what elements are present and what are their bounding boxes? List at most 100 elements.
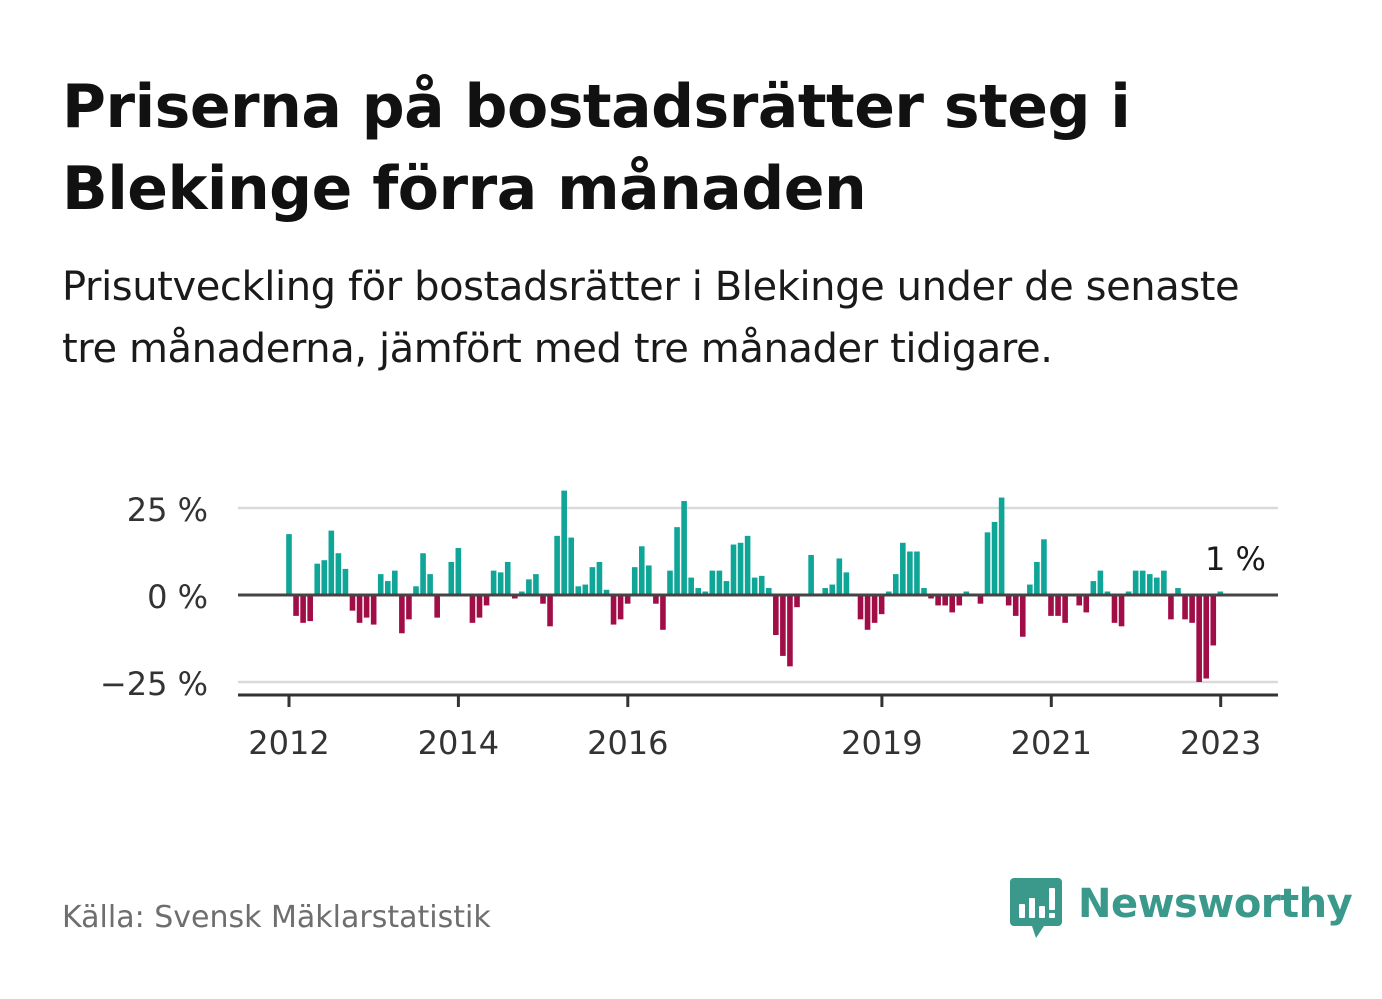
bar: [1217, 591, 1224, 595]
bar: [511, 595, 518, 599]
bar: [392, 570, 398, 595]
bar: [667, 570, 673, 595]
bar: [1139, 570, 1146, 595]
bar: [1196, 595, 1202, 682]
bar: [434, 595, 440, 618]
bar: [610, 595, 617, 625]
bar: [377, 574, 384, 595]
bar: [857, 595, 864, 620]
bar: [871, 595, 878, 623]
bar: [942, 595, 948, 606]
bar: [540, 595, 546, 604]
bar: [702, 591, 709, 595]
bar: [300, 595, 306, 623]
bar: [504, 561, 511, 595]
bar: [293, 595, 299, 616]
bar: [787, 595, 793, 667]
bar: [1012, 595, 1019, 616]
latest-value-label: 1 %: [1205, 540, 1266, 578]
bar: [723, 581, 730, 595]
bar: [963, 591, 970, 595]
bar: [1182, 595, 1188, 620]
bar: [1097, 570, 1104, 595]
bar: [370, 595, 377, 625]
bar: [843, 572, 850, 595]
bar: [554, 535, 560, 595]
bar: [342, 568, 349, 595]
bar: [935, 595, 941, 606]
bar: [949, 595, 956, 613]
chart-title: Priserna på bostadsrätter steg i Bleking…: [62, 72, 1131, 224]
bar: [646, 565, 652, 595]
bar: [1111, 595, 1118, 623]
bar: [864, 595, 871, 630]
bar: [420, 553, 426, 595]
bar: [1118, 595, 1125, 627]
bar: [533, 574, 539, 595]
bar: [688, 577, 694, 595]
x-tick-label: 2012: [248, 724, 329, 762]
bar: [582, 584, 589, 595]
bar: [921, 588, 927, 595]
bar: [1034, 561, 1040, 595]
bar: [892, 574, 899, 595]
bar: [1104, 591, 1111, 595]
bar: [977, 595, 984, 604]
bar: [709, 570, 716, 595]
bar: [716, 570, 723, 595]
bar: [286, 534, 292, 595]
gridlines: [238, 506, 1278, 684]
bar: [547, 595, 553, 627]
x-tick-label: 2016: [587, 724, 668, 762]
bar: [624, 595, 631, 604]
bar: [526, 579, 532, 595]
chart-subtitle: Prisutveckling för bostadsrätter i Bleki…: [62, 264, 1240, 372]
x-tick-label: 2021: [1011, 724, 1092, 762]
bar: [1027, 584, 1033, 595]
bar: [984, 532, 991, 595]
bar: [695, 588, 702, 595]
bar: [878, 595, 885, 615]
brand-name: Newsworthy: [1078, 881, 1353, 927]
bar: [907, 551, 913, 595]
bar: [413, 586, 419, 595]
x-axis: [238, 693, 1278, 707]
bar: [758, 575, 765, 595]
bar: [1041, 539, 1047, 595]
bar: [991, 521, 998, 595]
bar: [1132, 570, 1139, 595]
bar: [1154, 577, 1160, 595]
bar: [356, 595, 363, 623]
bar: [335, 553, 342, 595]
bar: [660, 595, 666, 630]
bar: [363, 595, 370, 618]
x-tick-label: 2014: [418, 724, 499, 762]
bar: [321, 560, 328, 595]
bar: [737, 542, 744, 595]
bar: [349, 595, 356, 611]
bar: [1083, 595, 1090, 613]
bar: [829, 584, 836, 595]
bar: [730, 544, 737, 595]
bar: [561, 490, 567, 595]
bar: [497, 572, 504, 595]
bar: [476, 595, 483, 618]
bar: [568, 537, 575, 595]
bar: [900, 542, 906, 595]
bar: [914, 551, 920, 595]
bar: [794, 595, 800, 608]
bar: [483, 595, 490, 606]
bar: [617, 595, 624, 620]
newsworthy-logo-icon: [1010, 878, 1062, 938]
bar: [519, 591, 525, 595]
bar: [1048, 595, 1054, 616]
brand-logo: Newsworthy: [1010, 878, 1353, 942]
bar: [1090, 581, 1097, 595]
bar: [1168, 595, 1174, 620]
bar: [765, 588, 772, 595]
bar: [681, 501, 687, 595]
bar: [427, 574, 433, 595]
bar: [448, 561, 455, 595]
bar: [1203, 595, 1210, 679]
